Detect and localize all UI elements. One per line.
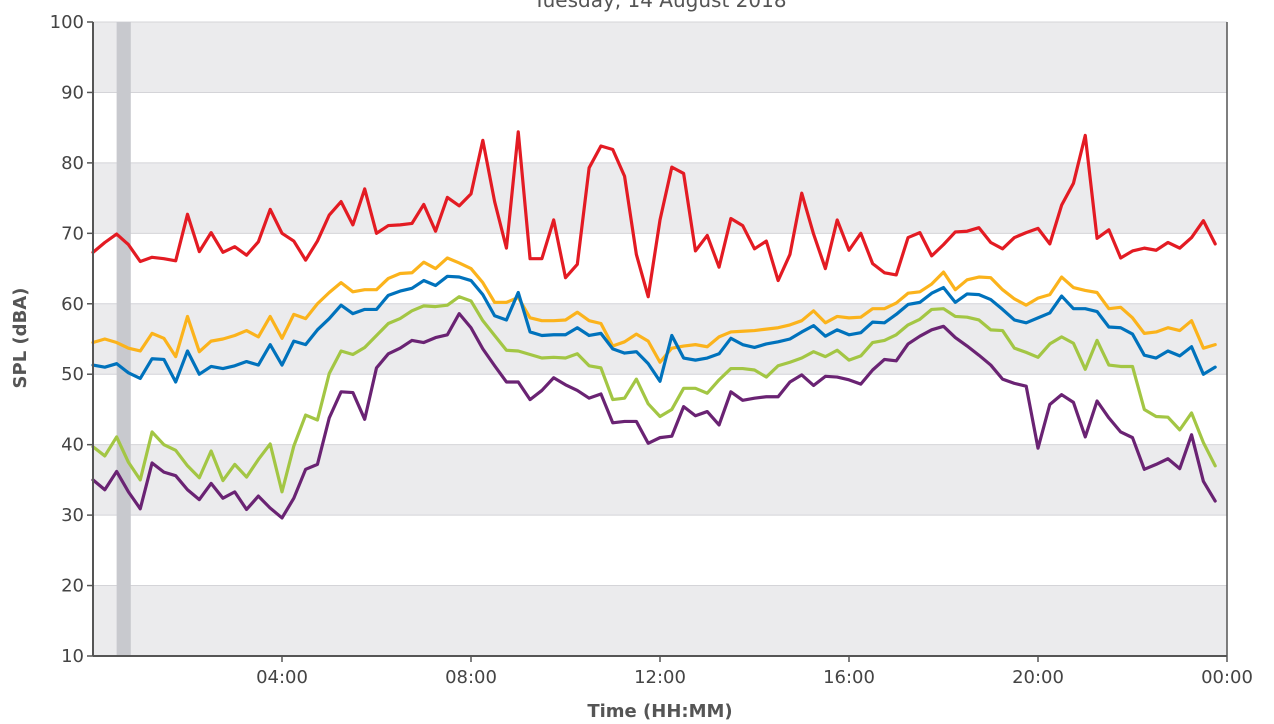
chart-title: Tuesday, 14 August 2018: [532, 0, 786, 12]
grid-band: [93, 515, 1227, 586]
grid-band: [93, 233, 1227, 304]
highlight-band: [116, 22, 131, 656]
grid-band: [93, 22, 1227, 93]
y-tick-label: 10: [61, 646, 84, 667]
series-line-5: [91, 312, 1217, 520]
y-tick-label: 60: [61, 294, 84, 315]
x-tick-labels: 04:00 08:00 12:00 16:00 20:00 00:00: [256, 667, 1253, 688]
series-line-4: [91, 295, 1217, 494]
y-tick-label: 90: [61, 82, 84, 103]
y-tick-label: 20: [61, 576, 84, 597]
y-tick-label: 80: [61, 153, 84, 174]
x-tick-label: 16:00: [823, 667, 875, 688]
y-tick-label: 100: [50, 12, 84, 33]
x-tick-label: 00:00: [1201, 667, 1253, 688]
y-tick-labels: 10 20 30 40 50 60 70 80 90 100: [50, 12, 84, 667]
series-line-3: [91, 274, 1217, 384]
y-tick-label: 50: [61, 364, 84, 385]
x-tick-label: 12:00: [634, 667, 686, 688]
y-axis-label: SPL (dBA): [10, 288, 31, 389]
grid-band: [93, 444, 1227, 516]
x-axis-label: Time (HH:MM): [587, 701, 732, 722]
series-line-2: [91, 256, 1217, 364]
series-line-1: [91, 130, 1217, 299]
axes: [87, 21, 1228, 662]
x-tick-label: 04:00: [256, 667, 308, 688]
x-tick-label: 20:00: [1012, 667, 1064, 688]
series-lines: [91, 130, 1217, 520]
grid-band: [93, 374, 1227, 445]
x-tick-label: 08:00: [445, 667, 497, 688]
grid-band: [93, 92, 1227, 163]
y-tick-label: 70: [61, 223, 84, 244]
y-tick-label: 40: [61, 435, 84, 456]
y-tick-label: 30: [61, 505, 84, 526]
grid-band: [93, 585, 1227, 656]
